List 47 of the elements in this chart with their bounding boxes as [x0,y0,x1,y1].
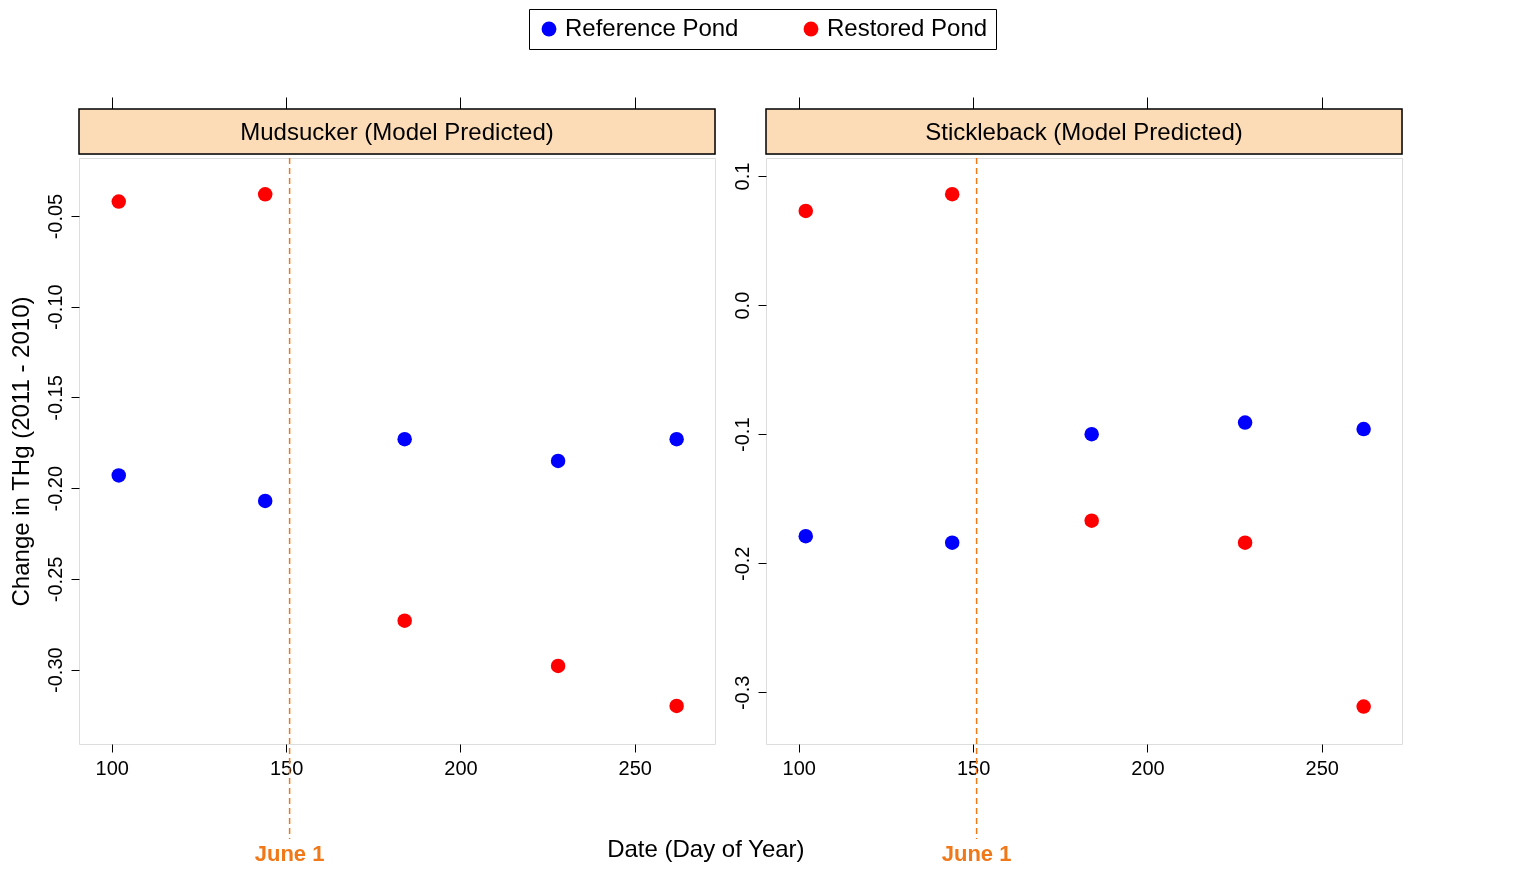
point [1084,513,1099,528]
point [111,194,126,209]
point [1356,421,1371,437]
y-tick-label: -0.3 [730,675,753,711]
point [550,658,566,674]
point [550,453,566,469]
y-tick-label: -0.05 [43,193,66,240]
ref-line-label: June 1 [941,841,1012,866]
point [1237,415,1253,430]
point [1237,535,1253,550]
legend-label: Reference Pond [565,14,739,41]
y-tick-label: -0.25 [43,556,66,603]
x-tick-label: 250 [618,756,652,779]
x-tick-label: 200 [1131,756,1165,779]
x-tick-label: 250 [1305,756,1339,779]
ref-line-label: June 1 [254,841,325,866]
y-axis-title: Change in THg (2011 - 2010) [6,296,34,607]
y-tick-label: 0.0 [730,291,753,320]
chart-title: Mudsucker (Model Predicted) [240,118,554,145]
y-tick-label: -0.15 [43,375,66,421]
point [257,187,273,202]
x-tick-label: 200 [444,756,478,779]
point [944,535,960,550]
point [798,203,813,219]
x-tick-label: 100 [95,756,129,779]
point [111,468,126,483]
y-tick-label: -0.10 [43,284,66,331]
point [1356,699,1371,714]
point [669,431,684,447]
point [257,493,273,509]
point [798,528,813,544]
y-tick-label: -0.20 [43,465,66,512]
x-tick-label: 150 [269,756,304,779]
y-tick-label: 0.1 [730,162,753,191]
x-axis-title: Date (Day of Year) [607,834,805,862]
point [397,613,412,628]
x-tick-label: 150 [956,756,991,779]
point [1084,426,1099,442]
point [669,698,684,714]
y-tick-label: -0.30 [43,647,66,693]
chart-title: Stickleback (Model Predicted) [925,118,1243,145]
y-tick-label: -0.2 [730,546,753,582]
x-tick-label: 100 [782,756,816,779]
point [397,431,412,447]
point [944,186,960,202]
y-tick-label: -0.1 [730,417,753,452]
legend-label: Restored Pond [827,14,988,41]
